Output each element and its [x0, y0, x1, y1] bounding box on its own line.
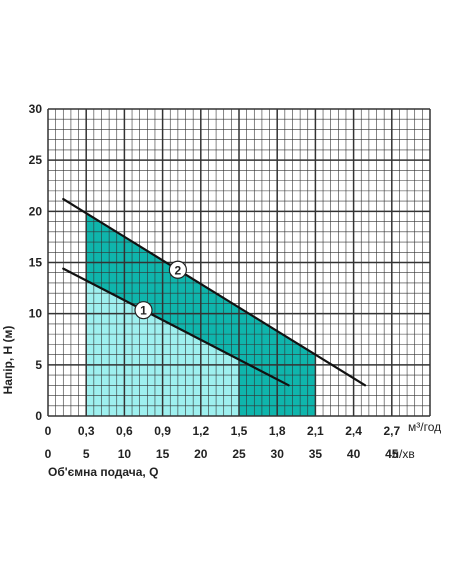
curve-2: [62, 197, 367, 387]
x-tick-label-lmin: 45: [385, 447, 399, 461]
curves: 12: [62, 197, 367, 387]
x-tick-label-lmin: 40: [347, 447, 361, 461]
x-tick-labels-lmin: 0 5 10 15 20 25 30 35 40 45: [45, 447, 399, 461]
x-tick-label-lmin: 5: [83, 447, 90, 461]
y-tick-label: 30: [29, 102, 43, 116]
x-tick-label-m3h: 2,4: [345, 424, 362, 438]
curve-label-badge-1: [134, 301, 153, 320]
y-axis-label: Напір, Н (м): [1, 326, 15, 395]
y-tick-label: 25: [29, 153, 43, 167]
curve-label-badge-2: [168, 260, 187, 279]
x-tick-label-m3h: 0,9: [154, 424, 171, 438]
y-tick-label: 10: [29, 307, 43, 321]
x-tick-label-m3h: 1,8: [269, 424, 286, 438]
curve-1: [62, 267, 290, 387]
y-tick-label: 15: [29, 256, 43, 270]
x-tick-label-lmin: 30: [271, 447, 285, 461]
y-tick-label: 20: [29, 204, 43, 218]
x-tick-label-m3h: 2,1: [307, 424, 324, 438]
x-tick-labels-m3h: 0 0,3 0,6 0,9 1,2 1,5 1,8 2,1 2,4 2,7: [45, 424, 401, 438]
x-tick-label-m3h: 1,2: [192, 424, 209, 438]
x-axis-label: Об'ємна подача, Q: [48, 465, 158, 479]
y-tick-labels: 0 5 10 15 20 25 30: [29, 102, 43, 423]
x-tick-label-lmin: 25: [232, 447, 246, 461]
y-tick-label: 0: [35, 409, 42, 423]
x-unit-top: м³/год: [408, 420, 441, 434]
x-tick-label-lmin: 0: [45, 447, 52, 461]
curve-label-2: 2: [175, 263, 182, 277]
grid: [47, 108, 431, 417]
x-tick-label-m3h: 2,7: [383, 424, 400, 438]
x-tick-label-lmin: 15: [156, 447, 170, 461]
x-tick-label-m3h: 1,5: [231, 424, 248, 438]
x-tick-label-lmin: 10: [118, 447, 132, 461]
y-tick-label: 5: [35, 358, 42, 372]
x-unit-bottom: л/хв: [392, 447, 415, 461]
x-tick-label-m3h: 0,3: [78, 424, 95, 438]
x-tick-label-m3h: 0,6: [116, 424, 133, 438]
x-tick-label-lmin: 20: [194, 447, 208, 461]
curve-label-1: 1: [140, 304, 147, 318]
x-tick-label-m3h: 0: [45, 424, 52, 438]
x-tick-label-lmin: 35: [309, 447, 323, 461]
